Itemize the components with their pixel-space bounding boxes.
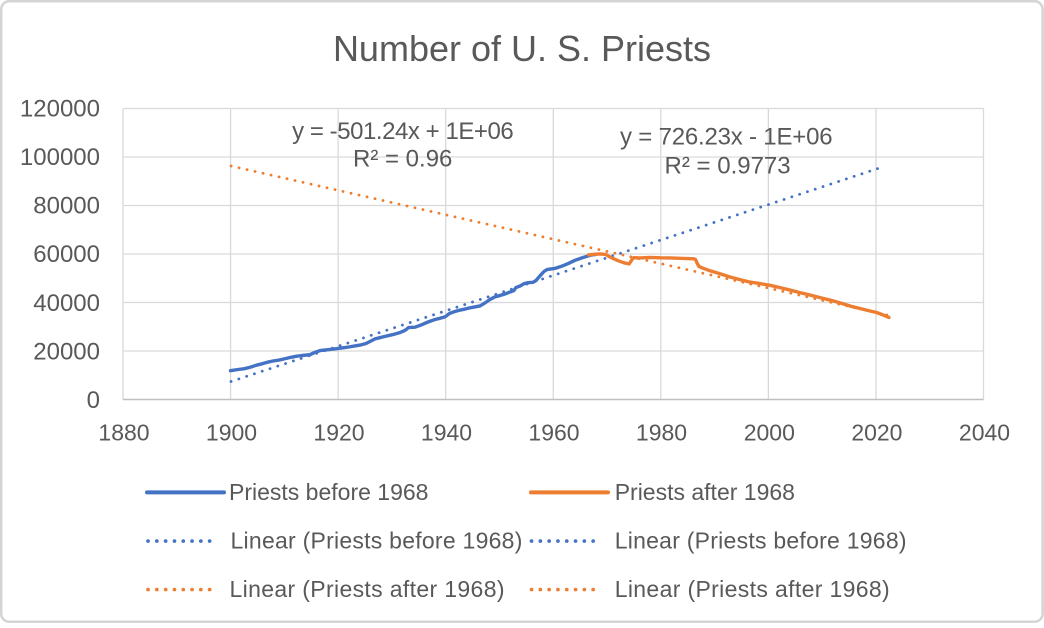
svg-text:80000: 80000: [33, 193, 100, 220]
svg-text:1920: 1920: [313, 419, 364, 445]
svg-text:Number of U. S. Priests: Number of U. S. Priests: [333, 28, 711, 69]
svg-text:1980: 1980: [636, 419, 687, 445]
svg-text:100000: 100000: [20, 144, 100, 171]
svg-text:2020: 2020: [851, 419, 902, 445]
svg-text:Priests after 1968: Priests after 1968: [615, 479, 795, 505]
svg-text:1960: 1960: [528, 419, 579, 445]
svg-text:y = -501.24x + 1E+06: y = -501.24x + 1E+06: [292, 118, 513, 145]
svg-text:y = 726.23x - 1E+06: y = 726.23x - 1E+06: [620, 124, 832, 151]
svg-text:R² = 0.96: R² = 0.96: [353, 145, 452, 172]
svg-text:40000: 40000: [33, 290, 100, 317]
svg-text:Linear (Priests before 1968): Linear (Priests before 1968): [615, 528, 907, 554]
svg-text:R² = 0.9773: R² = 0.9773: [665, 152, 791, 179]
svg-text:Priests before 1968: Priests before 1968: [229, 479, 428, 505]
svg-text:Linear (Priests before 1968): Linear (Priests before 1968): [231, 528, 523, 554]
svg-text:20000: 20000: [33, 338, 100, 365]
svg-text:2040: 2040: [959, 419, 1010, 445]
svg-text:0: 0: [87, 387, 100, 414]
svg-text:60000: 60000: [33, 241, 100, 268]
svg-text:1880: 1880: [98, 419, 149, 445]
svg-text:1940: 1940: [421, 419, 472, 445]
svg-text:1900: 1900: [206, 419, 257, 445]
svg-text:120000: 120000: [20, 96, 100, 123]
svg-text:Linear (Priests after 1968): Linear (Priests after 1968): [615, 576, 890, 602]
svg-text:2000: 2000: [744, 419, 795, 445]
svg-text:Linear (Priests after 1968): Linear (Priests after 1968): [230, 576, 505, 602]
